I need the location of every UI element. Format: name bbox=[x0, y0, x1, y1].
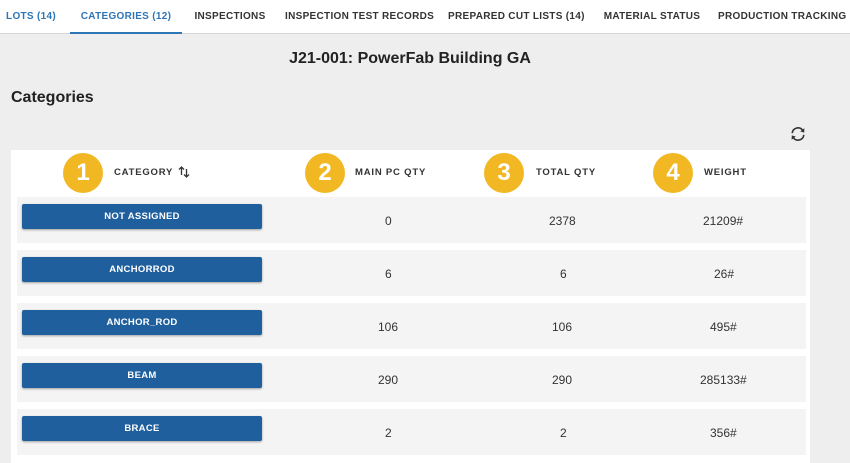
table-row: BRACE 2 2 356# bbox=[17, 409, 806, 455]
category-button-anchorrod[interactable]: ANCHORROD bbox=[22, 257, 262, 282]
total-qty-cell: 6 bbox=[560, 267, 567, 281]
callout-badge-1: 1 bbox=[63, 153, 103, 193]
sort-icon[interactable] bbox=[178, 164, 190, 180]
column-header-weight: WEIGHT bbox=[704, 167, 747, 178]
tab-material-status[interactable]: MATERIAL STATUS bbox=[603, 11, 701, 22]
total-qty-cell: 2 bbox=[560, 426, 567, 440]
table-row: NOT ASSIGNED 0 2378 21209# bbox=[17, 197, 806, 243]
section-title: Categories bbox=[11, 89, 94, 106]
table-row: BEAM 290 290 285133# bbox=[17, 356, 806, 402]
tab-categories[interactable]: CATEGORIES (12) bbox=[70, 0, 182, 34]
callout-badge-2: 2 bbox=[305, 153, 345, 193]
table-row: ANCHOR_ROD 106 106 495# bbox=[17, 303, 806, 349]
main-pc-qty-cell: 2 bbox=[385, 426, 392, 440]
column-header-total-qty: TOTAL QTY bbox=[536, 167, 596, 178]
tab-inspections[interactable]: INSPECTIONS bbox=[194, 11, 266, 22]
tab-production-tracking[interactable]: PRODUCTION TRACKING bbox=[718, 11, 847, 22]
weight-cell: 285133# bbox=[700, 373, 747, 387]
weight-cell: 21209# bbox=[703, 214, 744, 228]
category-button-brace[interactable]: BRACE bbox=[22, 416, 262, 441]
callout-badge-4: 4 bbox=[653, 153, 693, 193]
page-title: J21-001: PowerFab Building GA bbox=[289, 50, 531, 67]
main-pc-qty-cell: 6 bbox=[385, 267, 392, 281]
total-qty-cell: 106 bbox=[552, 320, 573, 334]
category-button-not-assigned[interactable]: NOT ASSIGNED bbox=[22, 204, 262, 229]
main-pc-qty-cell: 0 bbox=[385, 214, 392, 228]
main-pc-qty-cell: 290 bbox=[378, 373, 399, 387]
total-qty-cell: 2378 bbox=[549, 214, 576, 228]
tab-inspection-test-records[interactable]: INSPECTION TEST RECORDS bbox=[285, 11, 435, 22]
table-header: 1 CATEGORY 2 MAIN PC QTY 3 TOTAL QTY 4 W… bbox=[11, 150, 810, 195]
total-qty-cell: 290 bbox=[552, 373, 573, 387]
weight-cell: 356# bbox=[710, 426, 737, 440]
table-row: ANCHORROD 6 6 26# bbox=[17, 250, 806, 296]
weight-cell: 495# bbox=[710, 320, 737, 334]
callout-badge-3: 3 bbox=[484, 153, 524, 193]
category-button-beam[interactable]: BEAM bbox=[22, 363, 262, 388]
category-button-anchor-rod[interactable]: ANCHOR_ROD bbox=[22, 310, 262, 335]
tab-prepared-cut-lists[interactable]: PREPARED CUT LISTS (14) bbox=[448, 11, 585, 22]
tab-lots[interactable]: LOTS (14) bbox=[6, 11, 56, 22]
main-pc-qty-cell: 106 bbox=[378, 320, 399, 334]
refresh-icon[interactable] bbox=[789, 125, 807, 143]
categories-table: 1 CATEGORY 2 MAIN PC QTY 3 TOTAL QTY 4 W… bbox=[11, 150, 810, 463]
weight-cell: 26# bbox=[714, 267, 735, 281]
tab-bar: LOTS (14) CATEGORIES (12) INSPECTIONS IN… bbox=[0, 0, 850, 34]
column-header-main-pc-qty: MAIN PC QTY bbox=[355, 167, 427, 178]
column-header-category[interactable]: CATEGORY bbox=[114, 167, 174, 178]
